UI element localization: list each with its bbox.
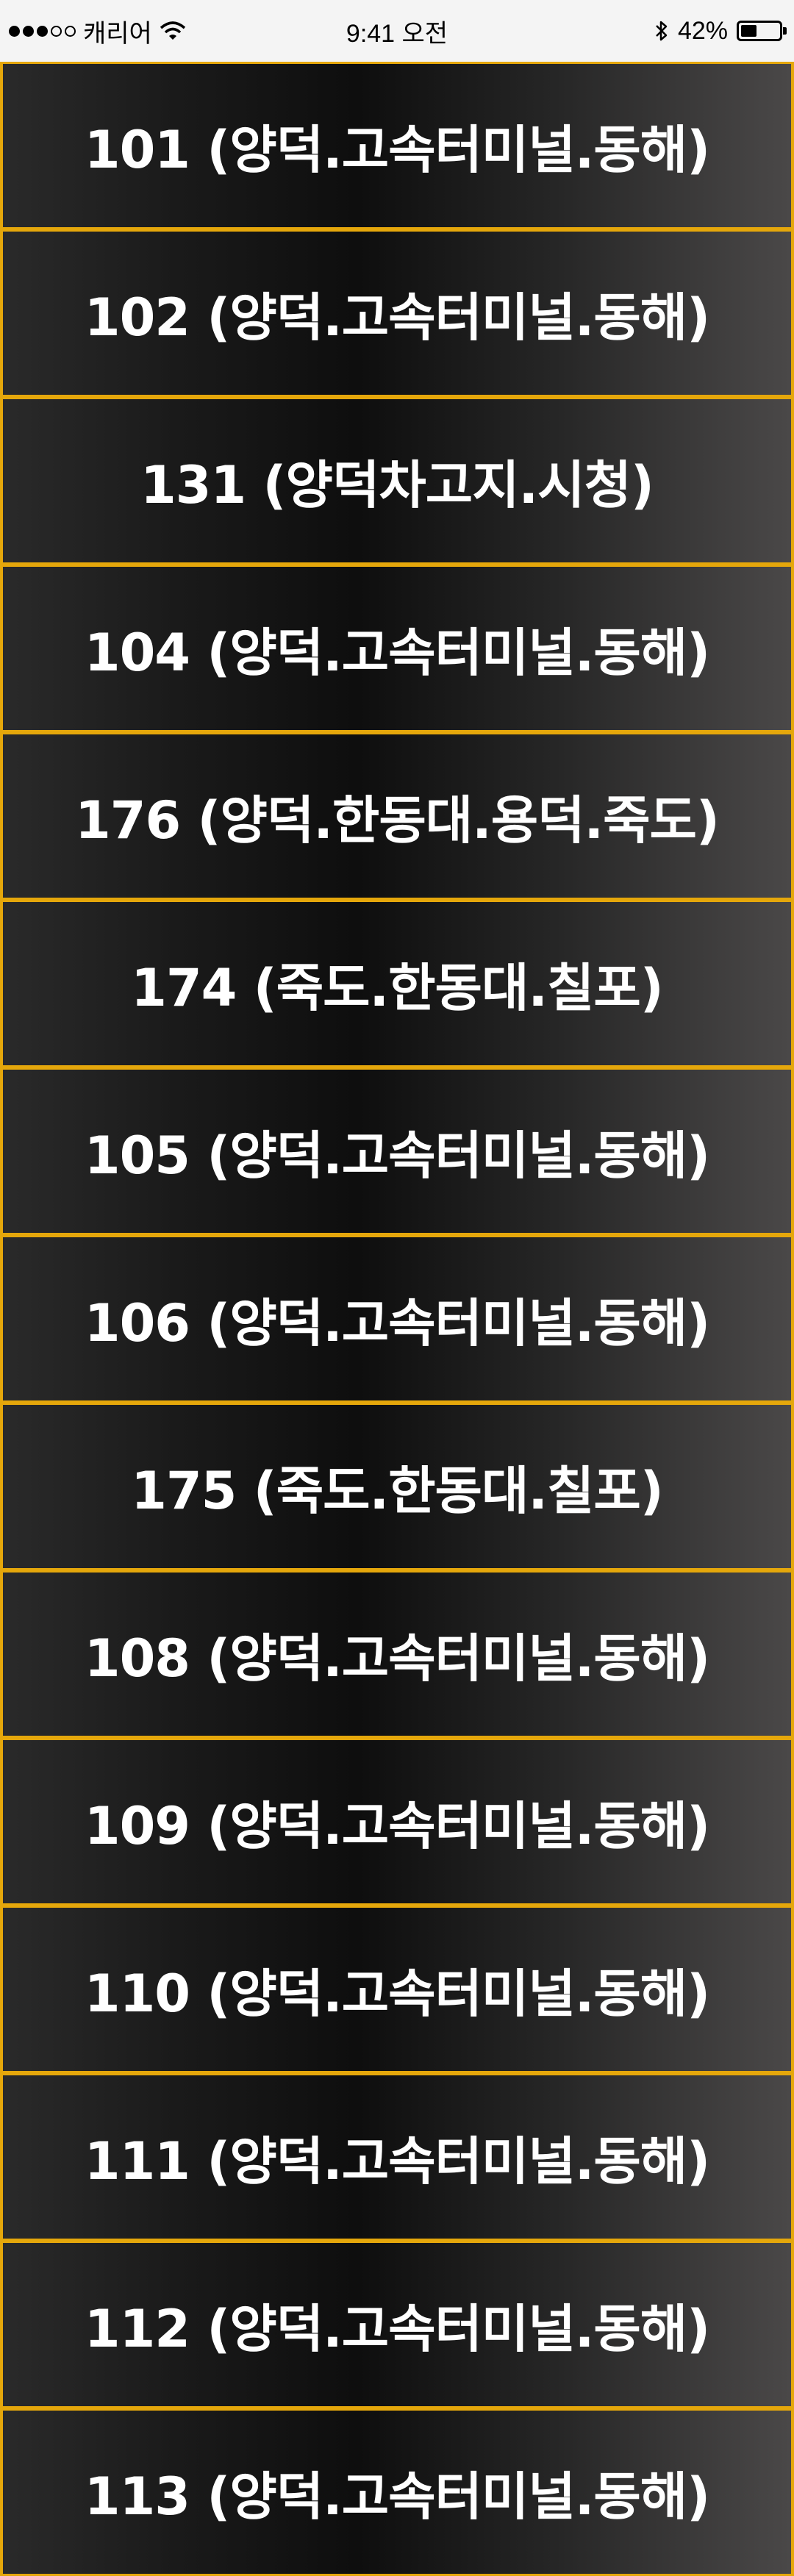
route-label: 106 (양덕.고속터미널.동해) [84, 1292, 710, 1353]
carrier-name: 캐리어 [83, 19, 152, 48]
route-list-item[interactable]: 113 (양덕.고속터미널.동해) [0, 2408, 794, 2576]
route-label: 131 (양덕차고지.시청) [140, 454, 654, 515]
route-list-item[interactable]: 101 (양덕.고속터미널.동해) [0, 62, 794, 229]
route-label: 102 (양덕.고속터미널.동해) [84, 287, 710, 348]
route-label: 101 (양덕.고속터미널.동해) [84, 119, 710, 180]
status-time-container: 9:41 오전 [0, 0, 794, 62]
route-label: 109 (양덕.고속터미널.동해) [84, 1795, 710, 1856]
route-label: 112 (양덕.고속터미널.동해) [84, 2298, 710, 2359]
route-label: 105 (양덕.고속터미널.동해) [84, 1125, 710, 1186]
route-list-item[interactable]: 105 (양덕.고속터미널.동해) [0, 1067, 794, 1235]
battery-level [741, 25, 757, 37]
route-list-item[interactable]: 112 (양덕.고속터미널.동해) [0, 2241, 794, 2408]
status-right: 42% [654, 0, 787, 62]
battery-percent: 42% [677, 16, 728, 45]
route-label: 175 (죽도.한동대.칠포) [131, 1460, 663, 1521]
bluetooth-icon [656, 21, 668, 41]
route-label: 176 (양덕.한동대.용덕.죽도) [75, 790, 720, 851]
route-list-item[interactable]: 102 (양덕.고속터미널.동해) [0, 229, 794, 397]
route-list-item[interactable]: 111 (양덕.고속터미널.동해) [0, 2073, 794, 2241]
route-label: 113 (양덕.고속터미널.동해) [84, 2466, 710, 2527]
route-label: 111 (양덕.고속터미널.동해) [84, 2130, 710, 2192]
route-list-item[interactable]: 131 (양덕차고지.시청) [0, 397, 794, 565]
route-list-item[interactable]: 108 (양덕.고속터미널.동해) [0, 1570, 794, 1738]
route-list-item[interactable]: 106 (양덕.고속터미널.동해) [0, 1235, 794, 1403]
route-list-item[interactable]: 175 (죽도.한동대.칠포) [0, 1403, 794, 1570]
route-label: 110 (양덕.고속터미널.동해) [84, 1963, 710, 2024]
route-list-item[interactable]: 104 (양덕.고속터미널.동해) [0, 565, 794, 732]
route-list-item[interactable]: 110 (양덕.고속터미널.동해) [0, 1906, 794, 2073]
route-label: 104 (양덕.고속터미널.동해) [84, 622, 710, 683]
route-label: 174 (죽도.한동대.칠포) [131, 957, 663, 1018]
status-bar: 캐리어 9:41 오전 42% [0, 0, 794, 62]
route-label: 108 (양덕.고속터미널.동해) [84, 1628, 710, 1689]
wifi-icon [160, 21, 185, 40]
status-time: 9:41 오전 [346, 19, 448, 48]
route-list-item[interactable]: 176 (양덕.한동대.용덕.죽도) [0, 732, 794, 900]
route-list-item[interactable]: 174 (죽도.한동대.칠포) [0, 900, 794, 1067]
route-list: 101 (양덕.고속터미널.동해) 102 (양덕.고속터미널.동해) 131 (양… [0, 62, 794, 2576]
status-left: 캐리어 [9, 0, 186, 62]
route-list-item[interactable]: 109 (양덕.고속터미널.동해) [0, 1738, 794, 1906]
battery-icon [737, 21, 787, 41]
signal-strength-icon [9, 25, 76, 37]
